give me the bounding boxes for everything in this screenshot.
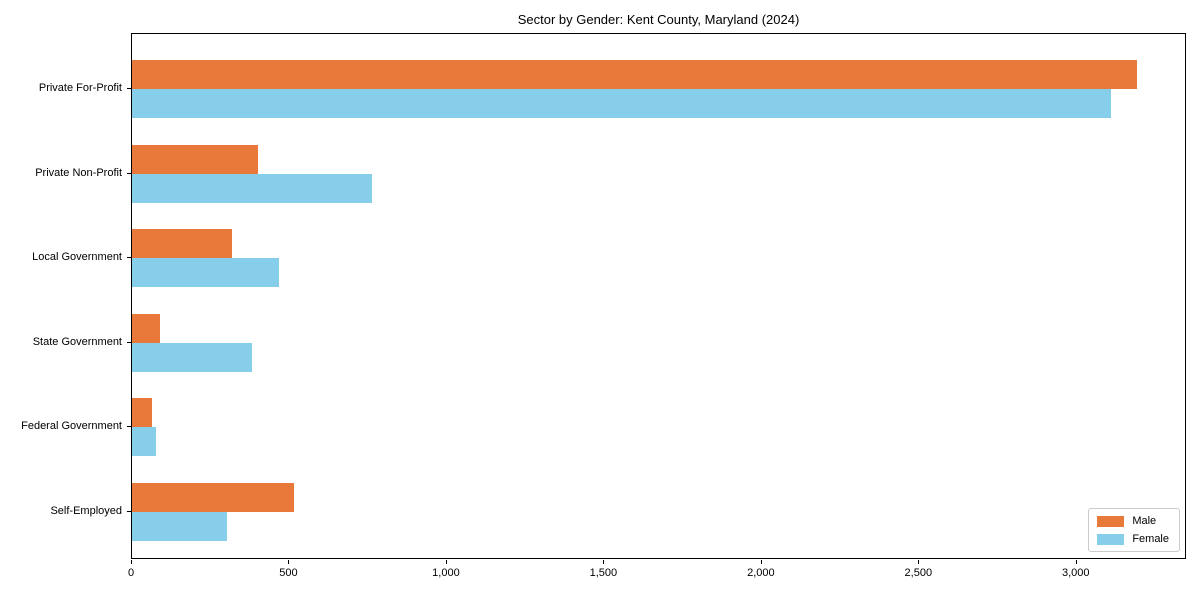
bar-male-2 xyxy=(132,229,233,259)
x-tick-label: 2,000 xyxy=(747,567,775,579)
bar-female-2 xyxy=(132,258,279,288)
y-tick-mark xyxy=(127,426,131,428)
bar-male-5 xyxy=(132,483,295,512)
legend-swatch-female xyxy=(1097,533,1125,545)
bar-female-1 xyxy=(132,173,372,203)
y-tick-label: Private Non-Profit xyxy=(35,166,122,179)
bar-male-4 xyxy=(132,398,152,428)
x-tick-mark xyxy=(603,560,605,564)
y-tick-mark xyxy=(127,511,131,512)
y-tick-label: Local Government xyxy=(32,251,122,264)
y-tick-mark xyxy=(127,257,131,259)
x-tick-mark xyxy=(131,560,132,564)
bar-female-3 xyxy=(132,342,252,372)
x-tick-label: 3,000 xyxy=(1062,567,1090,579)
y-tick-label: Federal Government xyxy=(21,420,122,433)
bar-male-3 xyxy=(132,313,160,343)
legend-label: Female xyxy=(1132,533,1169,545)
x-tick-mark xyxy=(760,560,762,564)
x-tick-label: 1,500 xyxy=(589,567,618,579)
y-tick-label: Self-Employed xyxy=(50,505,122,517)
bar-male-0 xyxy=(132,60,1137,89)
bar-female-5 xyxy=(132,512,228,541)
y-tick-mark xyxy=(127,88,131,89)
x-tick-mark xyxy=(445,560,447,564)
y-tick-mark xyxy=(127,341,131,343)
y-tick-label: State Government xyxy=(32,335,122,348)
x-tick-mark xyxy=(288,560,290,564)
y-tick-label: Private For-Profit xyxy=(38,82,122,94)
x-tick-label: 0 xyxy=(127,567,135,579)
bar-male-1 xyxy=(132,144,258,174)
x-tick-label: 2,500 xyxy=(904,567,933,579)
x-tick-label: 1,000 xyxy=(432,567,460,579)
legend-label: Male xyxy=(1132,515,1157,527)
bar-female-0 xyxy=(132,89,1112,118)
x-tick-label: 500 xyxy=(279,567,298,579)
y-tick-mark xyxy=(127,172,131,174)
legend-entry-female: Female xyxy=(1097,533,1169,545)
legend-entry-male: Male xyxy=(1097,515,1169,527)
legend-swatch-male xyxy=(1097,515,1125,527)
legend: Male Female xyxy=(1088,508,1180,552)
x-tick-mark xyxy=(1075,560,1077,564)
plot-area: Male Female xyxy=(131,33,1186,559)
bar-female-4 xyxy=(132,427,156,457)
chart-title: Sector by Gender: Kent County, Maryland … xyxy=(517,12,800,27)
x-tick-mark xyxy=(918,560,920,564)
